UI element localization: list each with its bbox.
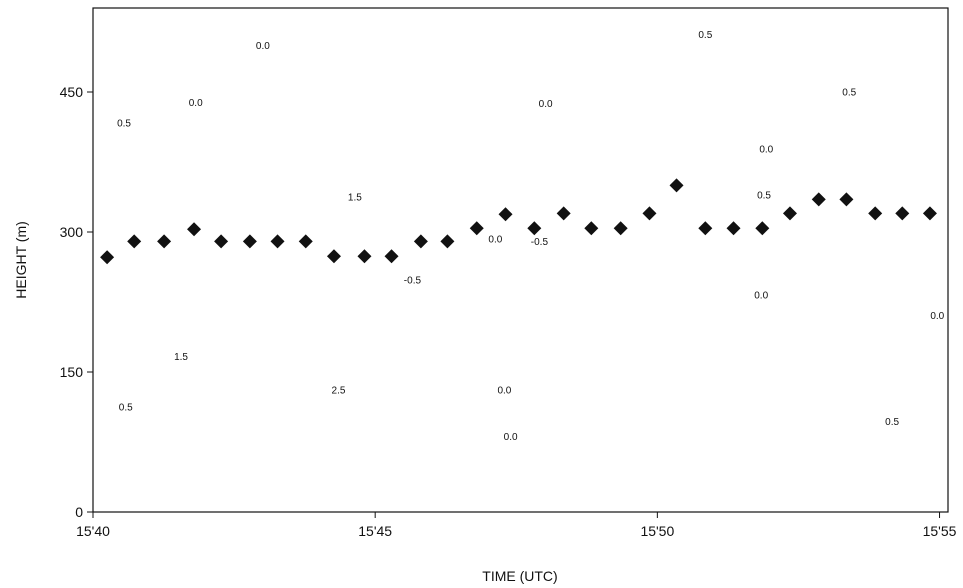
contour-label: 0.5: [885, 417, 899, 428]
diamond-marker: [556, 206, 571, 221]
contour-label: 0.5: [698, 30, 712, 41]
x-tick-label: 15'55: [923, 523, 957, 539]
x-tick-label: 15'45: [358, 523, 392, 539]
diamond-marker: [469, 221, 484, 236]
y-axis-label: HEIGHT (m): [13, 221, 29, 299]
diamond-marker: [527, 221, 542, 236]
diamond-marker: [413, 234, 428, 249]
diamond-marker: [270, 234, 285, 249]
contour-label: 0.0: [754, 290, 768, 301]
contour-label: 0.0: [488, 234, 502, 245]
x-tick-label: 15'40: [76, 523, 110, 539]
diamond-marker: [613, 221, 628, 236]
y-tick-label: 0: [75, 504, 83, 520]
x-tick-label: 15'50: [640, 523, 674, 539]
diamond-marker: [922, 206, 937, 221]
diamond-marker: [669, 178, 684, 193]
diamond-marker: [498, 207, 513, 222]
contour-label: -0.5: [531, 237, 549, 248]
contour-label: 0.0: [189, 98, 203, 109]
diamond-marker: [584, 221, 599, 236]
diamond-marker: [242, 234, 257, 249]
contour-label: 0.5: [117, 119, 131, 130]
diamond-marker: [698, 221, 713, 236]
contour-label: 1.5: [174, 352, 188, 363]
y-tick-label: 150: [60, 364, 84, 380]
diamond-marker: [868, 206, 883, 221]
contour-label: -0.5: [404, 275, 422, 286]
x-axis-label: TIME (UTC): [482, 568, 557, 584]
diamond-marker: [384, 249, 399, 264]
diamond-marker: [642, 206, 657, 221]
diamond-marker: [100, 250, 115, 265]
diamond-marker: [895, 206, 910, 221]
y-tick-label: 300: [60, 224, 84, 240]
diamond-marker: [157, 234, 172, 249]
y-tick-label: 450: [60, 84, 84, 100]
diamond-marker: [187, 222, 202, 237]
diamond-marker: [326, 249, 341, 264]
plot-frame: [92, 7, 949, 513]
diamond-marker: [298, 234, 313, 249]
diamond-marker: [726, 221, 741, 236]
diamond-marker: [357, 249, 372, 264]
contour-label: 0.0: [930, 311, 944, 322]
diamond-marker: [782, 206, 797, 221]
contour-label: 0.0: [759, 145, 773, 156]
diamond-marker: [127, 234, 142, 249]
diamond-marker: [214, 234, 229, 249]
contour-label: 2.5: [332, 385, 346, 396]
diamond-marker: [440, 234, 455, 249]
contour-label: 0.5: [119, 402, 133, 413]
contour-label: 1.5: [348, 192, 362, 203]
contour-label: 0.5: [842, 88, 856, 99]
contour-label: 0.0: [497, 385, 511, 396]
contour-label: 0.0: [256, 41, 270, 52]
diamond-marker: [839, 192, 854, 207]
contour-label: 0.0: [539, 99, 553, 110]
diamond-marker: [811, 192, 826, 207]
contour-label: 0.5: [757, 190, 771, 201]
contour-label: 0.0: [504, 432, 518, 443]
diamond-marker: [755, 221, 770, 236]
